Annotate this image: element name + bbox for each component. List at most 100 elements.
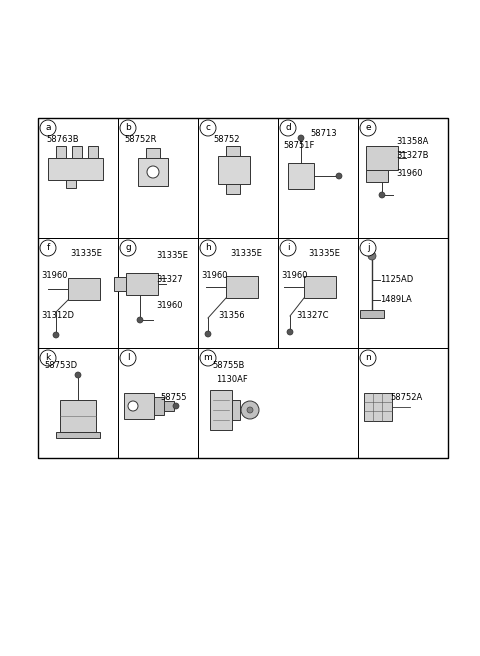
Bar <box>358 348 448 458</box>
Text: 58763B: 58763B <box>46 136 79 144</box>
Text: 31335E: 31335E <box>308 249 340 258</box>
Text: a: a <box>45 123 51 133</box>
Text: 58753D: 58753D <box>44 361 77 371</box>
Text: 31335E: 31335E <box>70 249 102 258</box>
Circle shape <box>40 350 56 366</box>
Text: j: j <box>367 243 369 253</box>
Bar <box>118 238 198 348</box>
Bar <box>38 118 448 238</box>
Circle shape <box>200 240 216 256</box>
Bar <box>226 146 240 156</box>
Circle shape <box>147 166 159 178</box>
Bar <box>232 400 240 420</box>
Bar <box>146 148 160 158</box>
Text: 31960: 31960 <box>41 272 68 281</box>
Bar <box>126 273 158 295</box>
Text: d: d <box>285 123 291 133</box>
Text: 1125AD: 1125AD <box>380 276 413 285</box>
Circle shape <box>360 350 376 366</box>
Text: m: m <box>204 354 212 363</box>
Bar <box>38 238 118 348</box>
Bar <box>364 393 392 421</box>
Text: 58751F: 58751F <box>283 140 314 150</box>
Text: e: e <box>365 123 371 133</box>
Bar <box>48 158 103 180</box>
Bar <box>138 158 168 186</box>
Bar <box>38 348 118 458</box>
Circle shape <box>200 120 216 136</box>
Circle shape <box>360 120 376 136</box>
Bar <box>154 397 164 415</box>
Text: 31327B: 31327B <box>396 152 429 161</box>
Bar <box>56 432 100 438</box>
Circle shape <box>287 329 293 335</box>
Text: 31335E: 31335E <box>156 251 188 260</box>
Text: i: i <box>287 243 289 253</box>
Text: l: l <box>127 354 129 363</box>
Text: f: f <box>47 243 49 253</box>
Bar <box>366 170 388 182</box>
Text: n: n <box>365 354 371 363</box>
Text: 31356: 31356 <box>218 312 245 321</box>
Circle shape <box>360 240 376 256</box>
Circle shape <box>247 407 253 413</box>
Circle shape <box>40 240 56 256</box>
Text: 31960: 31960 <box>281 272 308 281</box>
Circle shape <box>280 120 296 136</box>
Bar <box>198 118 278 238</box>
Text: 58752A: 58752A <box>390 394 422 403</box>
Bar <box>114 277 126 291</box>
Text: 31960: 31960 <box>156 302 182 310</box>
Bar <box>278 118 358 238</box>
Bar <box>68 278 100 300</box>
Bar <box>38 118 448 458</box>
Circle shape <box>120 120 136 136</box>
Bar <box>210 390 232 430</box>
Bar <box>366 146 398 170</box>
Bar <box>288 163 314 189</box>
Bar <box>60 400 96 432</box>
Text: 31312D: 31312D <box>41 312 74 321</box>
Text: 31327: 31327 <box>156 276 182 285</box>
Text: g: g <box>125 243 131 253</box>
Circle shape <box>40 120 56 136</box>
Circle shape <box>53 332 59 338</box>
Text: h: h <box>205 243 211 253</box>
Text: 1130AF: 1130AF <box>216 375 248 384</box>
Bar <box>358 238 448 348</box>
Circle shape <box>368 252 376 260</box>
Text: 58752R: 58752R <box>124 136 156 144</box>
Circle shape <box>379 192 385 198</box>
Bar <box>198 238 278 348</box>
Circle shape <box>241 401 259 419</box>
Bar <box>118 348 198 458</box>
Bar <box>164 401 174 411</box>
Bar <box>124 393 154 419</box>
Circle shape <box>205 331 211 337</box>
Text: 58755B: 58755B <box>212 361 244 371</box>
Circle shape <box>137 317 143 323</box>
Text: 31960: 31960 <box>396 169 422 178</box>
Bar <box>66 180 76 188</box>
Bar <box>358 118 448 238</box>
Circle shape <box>120 240 136 256</box>
Bar <box>198 348 358 458</box>
Circle shape <box>200 350 216 366</box>
Text: 31960: 31960 <box>201 272 228 281</box>
Text: 31335E: 31335E <box>230 249 262 258</box>
Bar <box>72 146 82 158</box>
Circle shape <box>336 173 342 179</box>
Circle shape <box>120 350 136 366</box>
Bar <box>360 310 384 318</box>
Text: b: b <box>125 123 131 133</box>
Text: 58752: 58752 <box>213 136 240 144</box>
Bar <box>38 118 118 238</box>
Circle shape <box>128 401 138 411</box>
Bar <box>226 184 240 194</box>
Text: 31327C: 31327C <box>296 312 328 321</box>
Bar <box>278 238 358 348</box>
Bar <box>226 276 258 298</box>
Bar <box>118 118 198 238</box>
Circle shape <box>173 403 179 409</box>
Text: 58755: 58755 <box>160 394 187 403</box>
